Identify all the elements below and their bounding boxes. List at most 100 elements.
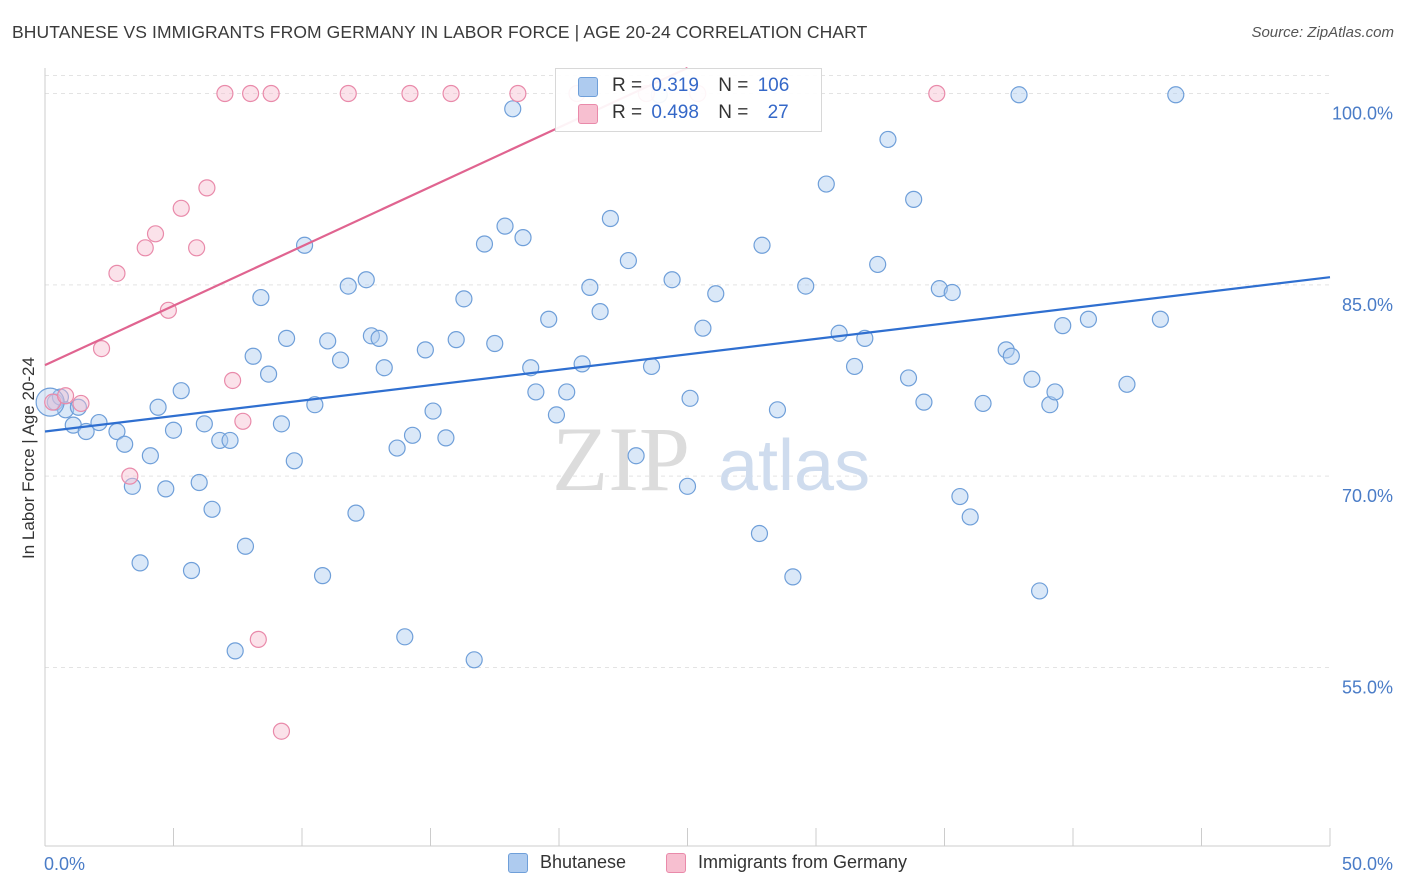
point-0-35 [339,277,357,295]
point-1-6 [136,239,154,257]
point-0-33 [319,332,337,350]
point-0-82 [869,255,887,274]
point-0-89 [951,487,969,506]
x-tick-label-1: 50.0% [1342,854,1393,874]
point-0-44 [416,341,434,359]
point-1-15 [242,84,260,103]
point-1-3 [92,339,111,358]
y-tick-label-2: 85.0% [1342,295,1393,315]
point-1-1 [56,387,75,405]
point-0-95 [1023,370,1041,388]
point-0-79 [830,324,848,342]
point-0-90 [961,508,979,526]
point-0-87 [930,280,948,298]
point-0-6 [90,413,108,432]
legend-swatch-bhutanese [578,77,598,97]
point-0-75 [753,236,771,254]
point-0-39 [370,329,388,347]
point-0-100 [1079,310,1098,328]
point-0-84 [899,369,918,387]
point-1-12 [216,84,234,103]
point-0-17 [190,473,208,492]
point-0-34 [331,351,350,369]
point-1-16 [249,630,267,648]
legend-swatch-immigrants-from-germany [578,104,598,124]
watermark-atlas: atlas [718,426,870,506]
point-0-15 [172,382,190,400]
n-value: 106 [757,75,790,96]
point-0-48 [455,290,473,308]
point-1-20 [401,84,419,103]
point-0-50 [475,235,494,253]
y-tick-label-0: 55.0% [1342,677,1393,697]
point-0-59 [558,383,576,401]
point-0-41 [388,439,406,457]
point-0-74 [750,524,769,543]
n-label: N = [718,102,749,123]
point-0-96 [1030,582,1049,600]
point-0-61 [581,278,599,296]
point-0-97 [1041,396,1059,414]
point-1-21 [442,84,460,103]
point-1-18 [272,722,291,740]
r-value: 0.498 [651,102,699,123]
r-value: 0.319 [651,75,699,96]
point-0-77 [797,277,815,295]
chart-title: BHUTANESE VS IMMIGRANTS FROM GERMANY IN … [12,22,868,42]
point-0-27 [272,415,291,433]
point-0-21 [221,431,239,450]
point-0-88 [943,283,961,302]
point-0-14 [164,421,183,439]
point-0-91 [974,394,992,413]
correlation-legend: R = 0.319 N = 106 R = 0.498 N = 27 [555,68,822,132]
point-0-98 [1046,383,1064,401]
series-immigrants-from-germany-points [44,84,946,740]
point-0-54 [514,229,532,247]
point-0-45 [424,402,442,420]
point-0-53 [504,100,522,118]
y-axis-label: In Labor Force | Age 20-24 [19,357,38,559]
point-0-86 [915,393,933,411]
y-tick-labels: 55.0% 70.0% 85.0% 100.0% [1332,104,1393,698]
point-1-2 [72,394,90,413]
point-0-46 [437,429,455,447]
point-0-13 [157,480,175,498]
point-0-69 [678,477,697,495]
point-0-99 [1054,317,1072,335]
point-0-49 [465,651,483,669]
watermark: ZIP atlas [552,408,870,510]
legend-swatch-bhutanese [508,853,528,873]
point-0-73 [768,401,787,419]
n-value: 27 [767,102,789,123]
point-0-29 [285,452,303,470]
point-0-47 [447,331,465,349]
point-0-71 [694,319,712,337]
legend-label-immigrants-from-germany: Immigrants from Germany [698,852,908,872]
legend-stats-immigrants-from-germany: R = 0.498 N = 27 [612,102,789,124]
point-0-66 [642,357,661,376]
x-ticks [44,828,1331,846]
point-0-102 [1151,310,1169,328]
point-0-10 [131,554,149,572]
point-0-68 [663,271,681,289]
point-0-93 [1002,347,1020,365]
point-0-23 [236,537,255,555]
point-0-56 [527,383,545,401]
point-0-32 [313,567,332,585]
point-0-85 [905,190,923,208]
point-0-37 [357,271,375,289]
point-0-12 [149,398,167,416]
series-bhutanese-points [35,86,1185,669]
point-1-13 [224,371,242,390]
legend-swatch-immigrants-from-germany [666,853,686,873]
trend-line-0 [44,276,1331,433]
n-label: N = [718,75,749,96]
watermark-zip: ZIP [552,408,690,510]
point-0-42 [396,628,414,646]
point-0-65 [627,447,645,465]
point-0-36 [347,504,365,522]
r-label: R = [612,102,643,123]
point-0-9 [123,477,141,495]
point-0-70 [681,389,699,407]
